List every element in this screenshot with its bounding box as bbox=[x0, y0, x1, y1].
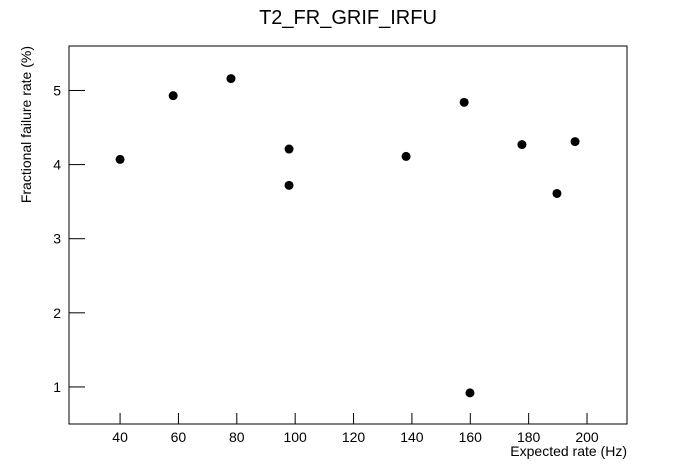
point bbox=[459, 97, 469, 107]
x-tick-label: 140 bbox=[400, 429, 424, 445]
x-tick-label: 160 bbox=[459, 429, 483, 445]
point bbox=[401, 151, 411, 161]
point bbox=[465, 388, 475, 398]
x-axis-label: Expected rate (Hz) bbox=[510, 443, 627, 459]
x-tick-label: 200 bbox=[575, 429, 599, 445]
y-tick-label: 2 bbox=[53, 305, 61, 321]
y-tick-label: 3 bbox=[53, 231, 61, 247]
chart-title: T2_FR_GRIF_IRFU bbox=[259, 7, 437, 29]
x-tick-label: 120 bbox=[342, 429, 366, 445]
x-tick-label: 80 bbox=[229, 429, 245, 445]
point bbox=[226, 74, 236, 84]
point bbox=[552, 188, 562, 198]
x-tick-label: 180 bbox=[517, 429, 541, 445]
plot-frame bbox=[68, 45, 628, 425]
point bbox=[168, 91, 178, 101]
y-tick-label: 1 bbox=[53, 379, 61, 395]
point bbox=[284, 144, 294, 154]
x-tick-label: 60 bbox=[171, 429, 187, 445]
x-tick-label: 100 bbox=[283, 429, 307, 445]
point bbox=[115, 154, 125, 164]
x-tick-label: 40 bbox=[112, 429, 128, 445]
y-tick-label: 5 bbox=[53, 82, 61, 98]
point bbox=[517, 140, 527, 150]
y-tick-label: 4 bbox=[53, 157, 61, 173]
point bbox=[284, 180, 294, 190]
y-axis-label: Fractional failure rate (%) bbox=[18, 46, 34, 203]
point bbox=[570, 137, 580, 147]
